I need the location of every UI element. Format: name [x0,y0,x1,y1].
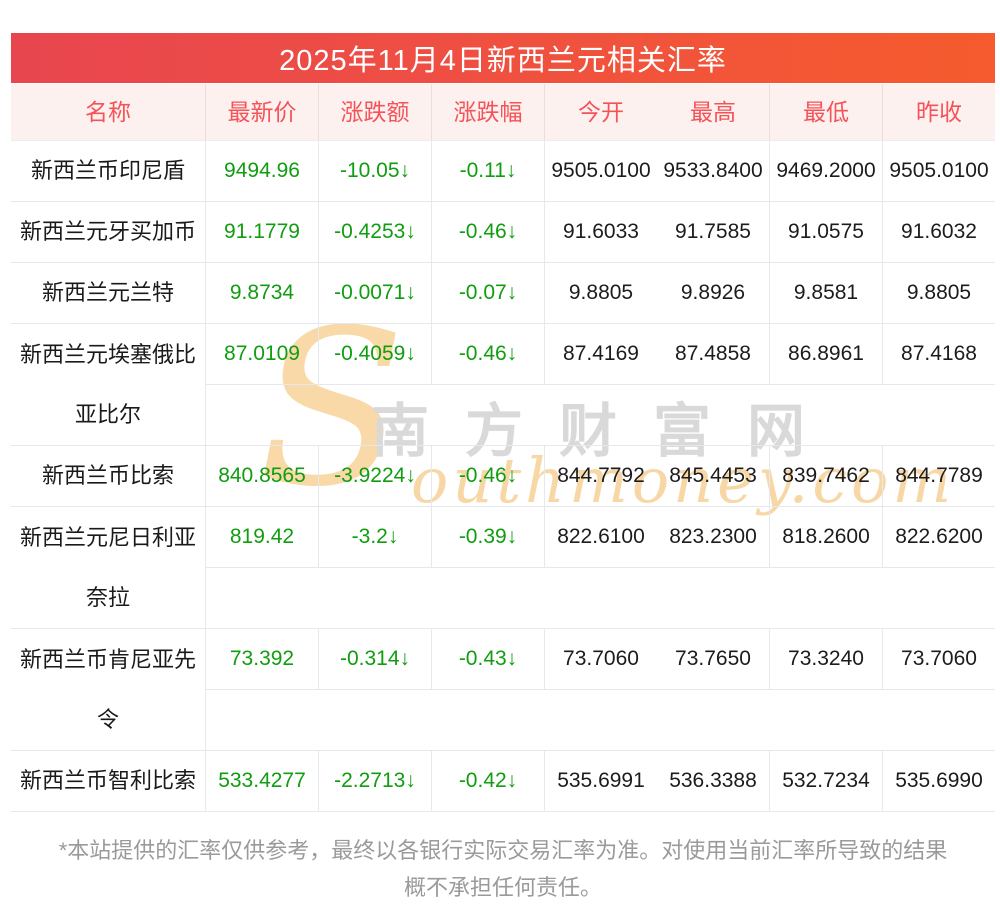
low-price: 9.8581 [770,263,883,324]
table-row: 新西兰元牙买加币 91.1779 -0.4253↓ -0.46↓ 91.6033… [11,202,995,263]
low-price: 532.7234 [770,751,883,812]
high-price: 536.3388 [657,751,770,812]
currency-pair-name: 新西兰元兰特 [11,263,206,323]
high-price: 87.4858 [657,324,770,385]
prev-close: 87.4168 [883,324,995,385]
latest-price: 73.392 [206,629,319,690]
change-percent: -0.46↓ [432,324,545,385]
latest-price: 9494.96 [206,141,319,202]
prev-close: 9505.0100 [889,159,989,182]
change-amount: -3.2↓ [319,507,432,568]
high-price: 845.4453 [657,446,770,507]
column-header-open: 今开 [578,99,624,125]
open-price: 87.4169 [545,324,657,385]
change-amount: -0.314↓ [319,629,432,690]
change-percent: -0.43↓ [432,629,545,690]
currency-pair-name: 新西兰币印尼盾 [11,141,206,201]
high-price: 9533.8400 [657,141,770,202]
high-price: 9.8926 [657,263,770,324]
prev-close: 9.8805 [906,281,972,304]
change-amount: -2.2713↓ [319,751,432,812]
change-percent: -0.42↓ [432,751,545,812]
high-price: 73.7650 [657,629,770,690]
latest-price: 91.1779 [206,202,319,263]
open-price: 91.6033 [563,220,639,243]
column-header-latest: 最新价 [206,84,319,140]
currency-pair-name: 新西兰币肯尼亚先 令 [11,629,206,750]
currency-pair-name: 新西兰币智利比索 [11,751,206,811]
open-price: 73.7060 [545,629,657,690]
high-price: 91.7585 [657,202,770,263]
change-amount: -10.05↓ [319,141,432,202]
disclaimer: *本站提供的汇率仅供参考，最终以各银行实际交易汇率为准。对使用当前汇率所导致的结… [11,812,995,906]
change-amount: -0.4253↓ [319,202,432,263]
currency-pair-name: 新西兰元尼日利亚 奈拉 [11,507,206,628]
table-row: 新西兰币印尼盾 9494.96 -10.05↓ -0.11↓ 9505.0100… [11,141,995,202]
open-price: 822.6100 [545,507,657,568]
change-amount: -3.9224↓ [319,446,432,507]
low-price: 9469.2000 [770,141,883,202]
currency-pair-name: 新西兰元埃塞俄比 亚比尔 [11,324,206,445]
column-header-name: 名称 [11,84,206,140]
column-header-change: 涨跌额 [319,84,432,140]
currency-pair-name: 新西兰币比索 [11,446,206,506]
column-header-change-pct: 涨跌幅 [432,84,545,140]
disclaimer-line-1: *本站提供的汇率仅供参考，最终以各银行实际交易汇率为准。对使用当前汇率所导致的结… [58,838,948,863]
change-percent: -0.46↓ [432,446,545,507]
prev-close: 822.6200 [883,507,995,568]
table-header-row: 名称 最新价 涨跌额 涨跌幅 今开 最高 最低 昨收 [11,84,995,140]
change-percent: -0.07↓ [432,263,545,324]
high-price: 823.2300 [657,507,770,568]
table-row: 新西兰币智利比索 533.4277 -2.2713↓ -0.42↓ 535.69… [11,751,995,812]
change-percent: -0.39↓ [432,507,545,568]
low-price: 86.8961 [770,324,883,385]
open-price: 844.7792 [557,464,645,487]
disclaimer-line-2: 概不承担任何责任。 [403,875,602,900]
table-row: 新西兰元尼日利亚 奈拉 819.42 -3.2↓ -0.39↓ 822.6100… [11,507,995,629]
change-amount: -0.0071↓ [319,263,432,324]
column-header-high: 最高 [657,84,770,140]
prev-close: 73.7060 [883,629,995,690]
title-bar: 2025年11月4日新西兰元相关汇率 [11,33,995,83]
rate-table-container: 2025年11月4日新西兰元相关汇率 名称 最新价 涨跌额 涨跌幅 今开 最高 … [11,33,995,906]
latest-price: 840.8565 [206,446,319,507]
open-price: 9.8805 [568,281,634,304]
latest-price: 533.4277 [206,751,319,812]
page-title: 2025年11月4日新西兰元相关汇率 [279,45,727,77]
change-percent: -0.11↓ [432,141,545,202]
open-price: 535.6991 [557,769,645,792]
change-percent: -0.46↓ [432,202,545,263]
column-header-low: 最低 [770,84,883,140]
table-row: 新西兰元兰特 9.8734 -0.0071↓ -0.07↓ 9.8805 9.8… [11,263,995,324]
latest-price: 819.42 [206,507,319,568]
open-price: 9505.0100 [551,159,651,182]
prev-close: 535.6990 [895,769,983,792]
low-price: 73.3240 [770,629,883,690]
column-header-prev-close: 昨收 [916,99,962,125]
low-price: 91.0575 [770,202,883,263]
prev-close: 844.7789 [895,464,983,487]
table-row: 新西兰币肯尼亚先 令 73.392 -0.314↓ -0.43↓ 73.7060… [11,629,995,751]
table-row: 新西兰元埃塞俄比 亚比尔 87.0109 -0.4059↓ -0.46↓ 87.… [11,324,995,446]
low-price: 818.2600 [770,507,883,568]
change-amount: -0.4059↓ [319,324,432,385]
currency-pair-name: 新西兰元牙买加币 [11,202,206,262]
latest-price: 9.8734 [206,263,319,324]
table-row: 新西兰币比索 840.8565 -3.9224↓ -0.46↓ 844.7792… [11,446,995,507]
latest-price: 87.0109 [206,324,319,385]
low-price: 839.7462 [770,446,883,507]
table-body: S 南方财富网 outhmoney.com 新西兰币印尼盾 9494.96 -1… [11,140,995,812]
prev-close: 91.6032 [901,220,977,243]
